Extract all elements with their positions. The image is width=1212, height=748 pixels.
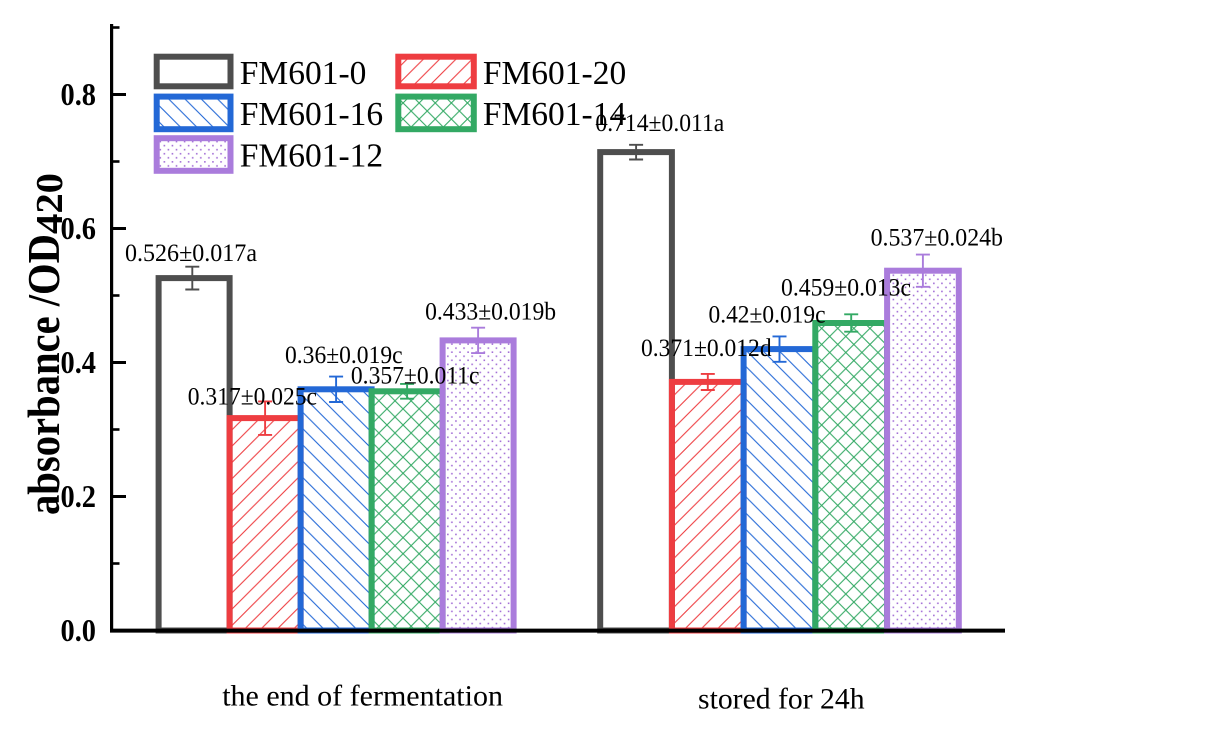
svg-text:0.459±0.013c: 0.459±0.013c (781, 275, 911, 302)
svg-text:0.526±0.017a: 0.526±0.017a (125, 240, 257, 267)
svg-text:0.4: 0.4 (61, 345, 97, 380)
svg-text:0.317±0.025c: 0.317±0.025c (188, 384, 317, 411)
svg-text:FM601-20: FM601-20 (483, 55, 626, 92)
svg-text:0.42±0.019c: 0.42±0.019c (709, 302, 826, 329)
svg-text:0.36±0.019c: 0.36±0.019c (285, 342, 403, 369)
svg-text:0.2: 0.2 (61, 479, 97, 514)
svg-text:0.8: 0.8 (61, 77, 97, 112)
svg-text:0.371±0.012d: 0.371±0.012d (641, 335, 772, 362)
svg-text:absorbance /OD420: absorbance /OD420 (18, 173, 71, 515)
svg-text:FM601-0: FM601-0 (240, 55, 367, 92)
svg-text:0.357±0.011c: 0.357±0.011c (351, 363, 480, 390)
svg-text:0.433±0.019b: 0.433±0.019b (425, 299, 556, 326)
svg-text:the end of fermentation: the end of fermentation (222, 680, 503, 713)
svg-text:FM601-12: FM601-12 (240, 138, 383, 175)
svg-text:0.714±0.011a: 0.714±0.011a (595, 110, 724, 137)
svg-text:0.0: 0.0 (61, 613, 97, 648)
svg-text:FM601-14: FM601-14 (483, 96, 627, 133)
svg-text:0.6: 0.6 (61, 211, 97, 246)
svg-text:stored for 24h: stored for 24h (698, 683, 865, 716)
svg-text:FM601-16: FM601-16 (240, 96, 383, 133)
svg-text:0.537±0.024b: 0.537±0.024b (871, 225, 1003, 252)
